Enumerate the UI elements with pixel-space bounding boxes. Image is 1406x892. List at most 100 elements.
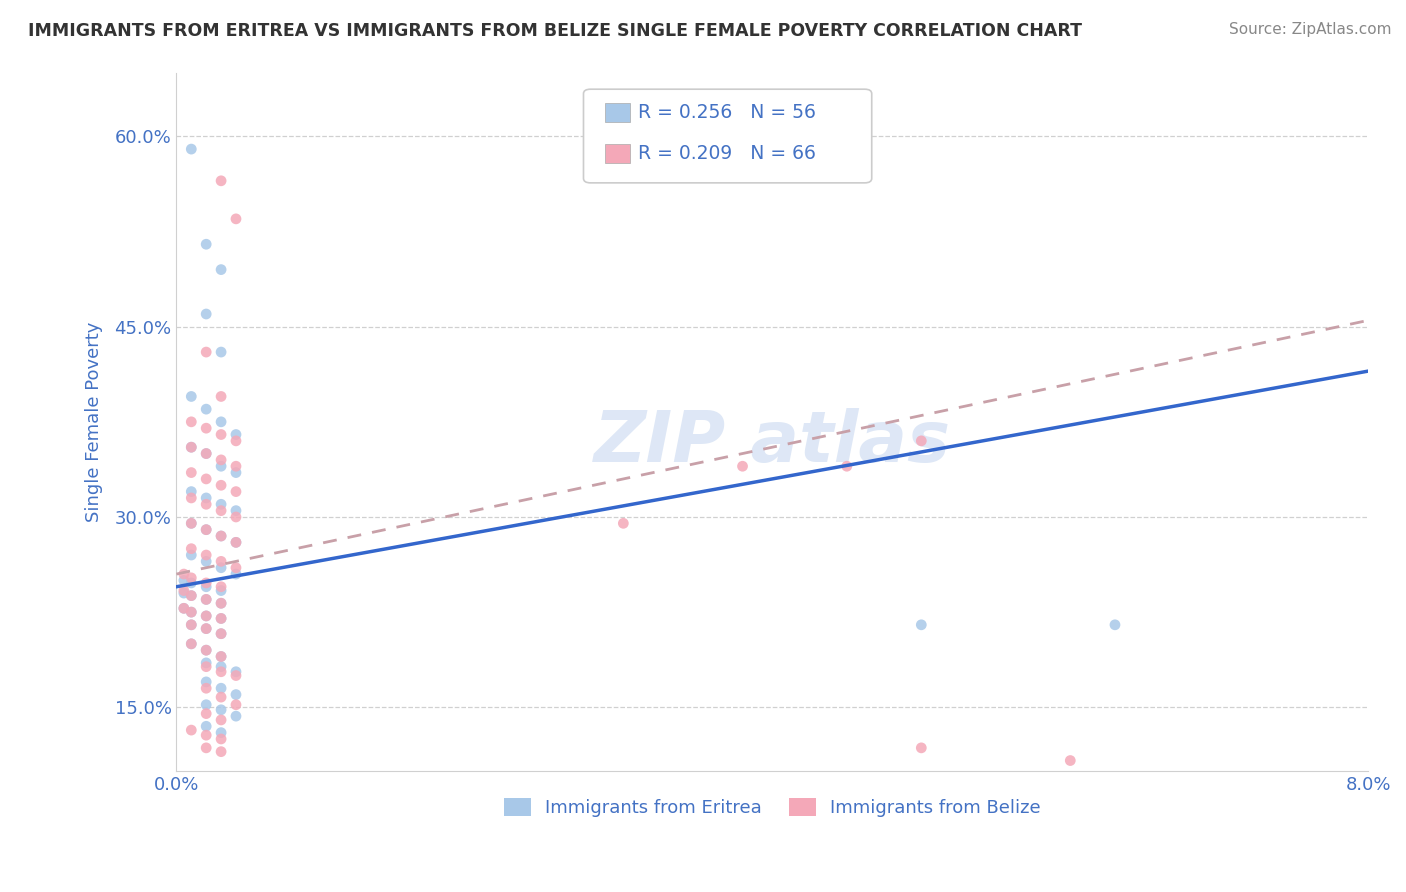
Point: [209, 345, 232, 359]
Point: [180, 605, 202, 619]
Point: [180, 723, 202, 737]
Point: [225, 665, 247, 679]
Point: [195, 719, 218, 733]
Point: [225, 484, 247, 499]
Point: [180, 142, 202, 156]
Point: [195, 609, 218, 624]
Point: [195, 446, 218, 460]
Point: [195, 643, 218, 657]
Point: [195, 674, 218, 689]
Point: [195, 548, 218, 562]
Point: [209, 731, 232, 746]
Point: [180, 389, 202, 403]
Point: [180, 491, 202, 505]
Point: [195, 237, 218, 252]
Point: [195, 576, 218, 591]
Point: [209, 529, 232, 543]
Point: [173, 567, 195, 582]
Point: [1104, 617, 1126, 632]
Point: [209, 583, 232, 598]
Point: [180, 541, 202, 556]
Point: [225, 434, 247, 448]
Point: [180, 605, 202, 619]
Point: [209, 529, 232, 543]
Point: [225, 668, 247, 682]
Point: [195, 643, 218, 657]
Point: [180, 516, 202, 531]
Point: [209, 611, 232, 625]
Point: [209, 626, 232, 640]
Point: [209, 611, 232, 625]
Point: [173, 601, 195, 615]
Point: [195, 421, 218, 435]
Point: [209, 389, 232, 403]
Point: [209, 745, 232, 759]
Point: [195, 580, 218, 594]
Text: ZIP atlas: ZIP atlas: [593, 409, 950, 477]
Point: [180, 637, 202, 651]
Point: [209, 596, 232, 610]
Point: [731, 459, 754, 474]
Point: [209, 554, 232, 568]
Y-axis label: Single Female Poverty: Single Female Poverty: [86, 322, 103, 522]
Point: [195, 402, 218, 417]
Point: [209, 703, 232, 717]
Text: Source: ZipAtlas.com: Source: ZipAtlas.com: [1229, 22, 1392, 37]
Point: [209, 415, 232, 429]
Point: [180, 415, 202, 429]
Point: [180, 637, 202, 651]
Point: [195, 609, 218, 624]
Point: [195, 446, 218, 460]
Point: [180, 589, 202, 603]
Point: [209, 497, 232, 511]
Point: [225, 560, 247, 574]
Point: [612, 516, 634, 531]
Point: [209, 713, 232, 727]
Point: [180, 617, 202, 632]
Point: [225, 466, 247, 480]
Point: [209, 665, 232, 679]
Point: [209, 453, 232, 467]
Point: [180, 466, 202, 480]
Point: [225, 427, 247, 442]
Point: [195, 497, 218, 511]
Point: [225, 709, 247, 723]
Point: [225, 688, 247, 702]
Point: [195, 523, 218, 537]
Point: [195, 622, 218, 636]
Point: [173, 601, 195, 615]
Point: [195, 307, 218, 321]
Point: [173, 586, 195, 600]
Point: [195, 659, 218, 673]
Point: [209, 174, 232, 188]
Point: [180, 516, 202, 531]
Point: [180, 484, 202, 499]
Point: [910, 434, 932, 448]
Point: [180, 571, 202, 585]
Point: [180, 617, 202, 632]
Point: [225, 535, 247, 549]
Point: [173, 583, 195, 598]
Point: [180, 440, 202, 454]
Point: [195, 345, 218, 359]
Point: [209, 596, 232, 610]
Point: [209, 262, 232, 277]
Point: [209, 649, 232, 664]
Point: [225, 510, 247, 524]
Text: R = 0.256   N = 56: R = 0.256 N = 56: [638, 103, 817, 122]
Text: IMMIGRANTS FROM ERITREA VS IMMIGRANTS FROM BELIZE SINGLE FEMALE POVERTY CORRELAT: IMMIGRANTS FROM ERITREA VS IMMIGRANTS FR…: [28, 22, 1083, 40]
Point: [225, 698, 247, 712]
Point: [209, 478, 232, 492]
Point: [225, 211, 247, 226]
Point: [1059, 754, 1081, 768]
Point: [209, 580, 232, 594]
Point: [195, 523, 218, 537]
Point: [209, 681, 232, 696]
Point: [209, 690, 232, 705]
Point: [835, 459, 858, 474]
Legend: Immigrants from Eritrea, Immigrants from Belize: Immigrants from Eritrea, Immigrants from…: [496, 790, 1049, 824]
Point: [225, 503, 247, 517]
Point: [195, 491, 218, 505]
Point: [209, 725, 232, 739]
Point: [195, 740, 218, 755]
